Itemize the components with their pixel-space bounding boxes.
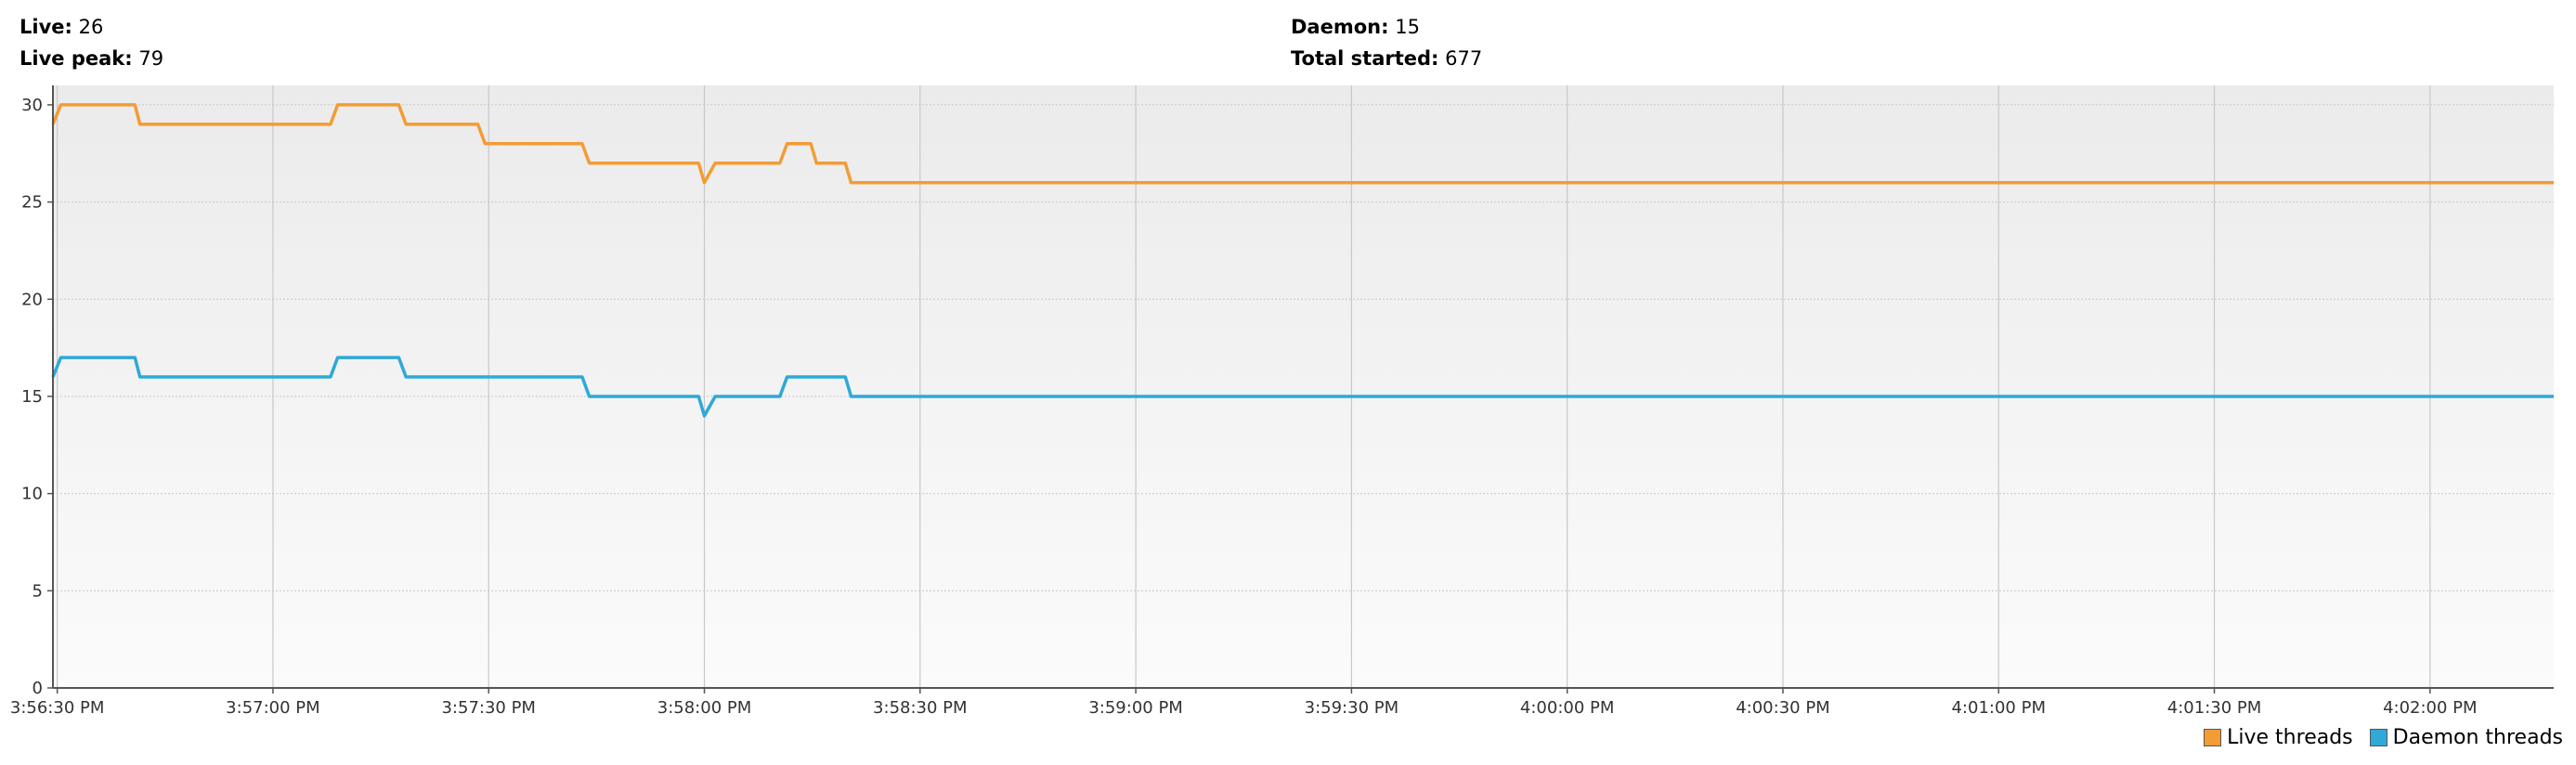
x-tick-label: 4:02:00 PM bbox=[2383, 698, 2478, 718]
tick-labels: 0 5 10 15 20 25 30 3:56:30 PM 3:57:00 PM 3:57:30 … bbox=[10, 96, 2478, 718]
y-tick-label: 25 bbox=[21, 193, 43, 213]
total-started-stat: Total started: 677 bbox=[1291, 43, 1482, 74]
daemon-value: 15 bbox=[1395, 16, 1420, 38]
x-tick-label: 3:58:00 PM bbox=[657, 698, 752, 718]
stats-right: Daemon: 15 Total started: 677 bbox=[1291, 11, 1482, 74]
stats-left: Live: 26 Live peak: 79 bbox=[20, 11, 163, 74]
live-peak-label: Live peak: bbox=[20, 47, 133, 70]
legend: Live threads Daemon threads bbox=[2204, 726, 2563, 749]
live-stat: Live: 26 bbox=[20, 11, 163, 43]
x-tick-label: 4:01:00 PM bbox=[1951, 698, 2046, 718]
y-tick-label: 10 bbox=[21, 485, 43, 504]
legend-label-daemon: Daemon threads bbox=[2392, 726, 2563, 749]
series-layer bbox=[51, 103, 2554, 418]
live-peak-stat: Live peak: 79 bbox=[20, 43, 163, 74]
daemon-threads-line bbox=[51, 356, 2554, 418]
grid-lines bbox=[53, 85, 2554, 688]
legend-swatch-daemon bbox=[2369, 729, 2387, 746]
y-tick-label: 30 bbox=[21, 96, 43, 115]
y-tick-label: 5 bbox=[33, 581, 43, 601]
plot-area bbox=[53, 85, 2554, 688]
x-tick-label: 4:01:30 PM bbox=[2167, 698, 2262, 718]
axes bbox=[47, 85, 2554, 694]
legend-item-live[interactable]: Live threads bbox=[2204, 726, 2353, 749]
y-tick-label: 0 bbox=[33, 679, 43, 698]
live-value: 26 bbox=[78, 16, 104, 38]
x-tick-label: 3:58:30 PM bbox=[873, 698, 968, 718]
legend-label-live: Live threads bbox=[2227, 726, 2353, 749]
daemon-stat: Daemon: 15 bbox=[1291, 11, 1482, 43]
x-tick-label: 3:56:30 PM bbox=[10, 698, 105, 718]
x-tick-label: 3:59:30 PM bbox=[1305, 698, 1399, 718]
x-tick-label: 4:00:00 PM bbox=[1520, 698, 1615, 718]
total-started-label: Total started: bbox=[1291, 47, 1439, 70]
live-peak-value: 79 bbox=[138, 47, 164, 70]
live-label: Live: bbox=[20, 16, 72, 38]
y-tick-label: 20 bbox=[21, 290, 43, 309]
y-tick-label: 15 bbox=[21, 387, 43, 407]
live-threads-line bbox=[51, 103, 2554, 185]
x-tick-label: 3:59:00 PM bbox=[1088, 698, 1183, 718]
total-started-value: 677 bbox=[1445, 47, 1483, 70]
legend-swatch-live bbox=[2204, 729, 2222, 746]
legend-item-daemon[interactable]: Daemon threads bbox=[2369, 726, 2563, 749]
x-tick-label: 3:57:00 PM bbox=[226, 698, 320, 718]
daemon-label: Daemon: bbox=[1291, 16, 1389, 38]
x-tick-label: 4:00:30 PM bbox=[1736, 698, 1830, 718]
x-tick-label: 3:57:30 PM bbox=[441, 698, 536, 718]
